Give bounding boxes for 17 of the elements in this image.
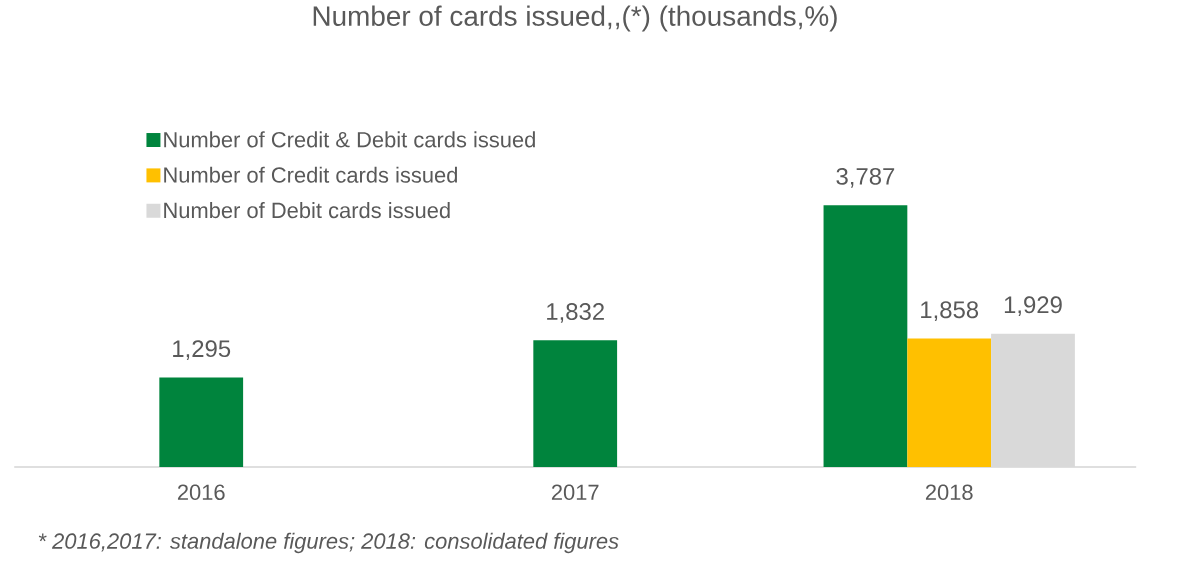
bar — [907, 338, 992, 467]
bar — [159, 377, 244, 467]
data-label: 1,929 — [1004, 296, 1062, 317]
legend-label: Number of Credit & Debit cards issued — [164, 131, 535, 148]
chart-title: Number of cards issued,,(*) (thousands,%) — [313, 5, 837, 32]
text: * 2016,2017: standalone figures; 2018: consolidated figures — [38, 532, 619, 554]
data-label: 1,832 — [547, 303, 604, 323]
legend-label: Number of Credit cards issued — [164, 166, 457, 183]
x-tick-label: 2018 — [925, 484, 973, 501]
x-tick-label: 2016 — [177, 484, 225, 501]
data-label: 1,295 — [173, 340, 231, 360]
legend-label: Number of Debit cards issued — [164, 202, 450, 219]
bar — [991, 333, 1075, 467]
x-tick-label: 2017 — [551, 484, 599, 501]
data-label: 3,787 — [836, 167, 895, 188]
data-label: 1,858 — [921, 301, 979, 322]
bar — [823, 205, 908, 467]
